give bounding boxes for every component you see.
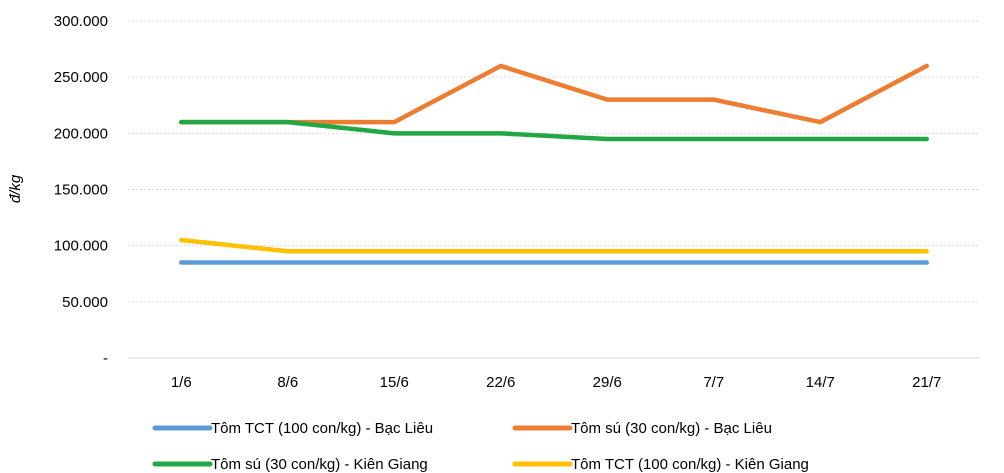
y-tick-label: 150.000 — [54, 182, 108, 199]
legend-label: Tôm sú (30 con/kg) - Kiên Giang — [211, 456, 428, 473]
y-tick-label: 200.000 — [54, 125, 108, 142]
y-tick-label: 100.000 — [54, 238, 108, 255]
gridlines — [128, 20, 980, 303]
legend: Tôm TCT (100 con/kg) - Bạc Liêu Tôm sú (3… — [152, 420, 809, 473]
y-axis-ticks: - 50.000 100.000 150.000 200.000 250.000 300.0… — [54, 13, 108, 367]
y-tick-label: 300.000 — [54, 13, 108, 30]
x-tick-label: 22/6 — [486, 374, 515, 391]
series-line-2 — [179, 63, 929, 125]
legend-item: Tôm sú (30 con/kg) - Bạc Liêu — [512, 420, 772, 437]
legend-item: Tôm TCT (100 con/kg) - Kiên Giang — [512, 456, 809, 473]
legend-label: Tôm TCT (100 con/kg) - Bạc Liêu — [211, 420, 433, 437]
y-tick-label: - — [103, 350, 108, 367]
x-tick-label: 1/6 — [171, 374, 192, 391]
y-tick-label: 50.000 — [62, 294, 108, 311]
x-tick-label: 29/6 — [593, 374, 622, 391]
x-tick-label: 21/7 — [912, 374, 941, 391]
series-line-3 — [179, 119, 929, 142]
legend-item: Tôm TCT (100 con/kg) - Bạc Liêu — [152, 420, 433, 437]
series-lines — [179, 63, 929, 265]
y-tick-label: 250.000 — [54, 69, 108, 86]
y-axis-label: đ/kg — [7, 174, 24, 203]
legend-label: Tôm sú (30 con/kg) - Bạc Liêu — [571, 420, 772, 437]
legend-item: Tôm sú (30 con/kg) - Kiên Giang — [152, 456, 428, 473]
series-line-4 — [179, 237, 929, 254]
x-tick-label: 7/7 — [703, 374, 724, 391]
x-axis-ticks: 1/6 8/6 15/6 22/6 29/6 7/7 14/7 21/7 — [171, 374, 942, 391]
x-tick-label: 15/6 — [380, 374, 409, 391]
x-tick-label: 8/6 — [277, 374, 298, 391]
legend-label: Tôm TCT (100 con/kg) - Kiên Giang — [571, 456, 809, 473]
x-tick-label: 14/7 — [806, 374, 835, 391]
